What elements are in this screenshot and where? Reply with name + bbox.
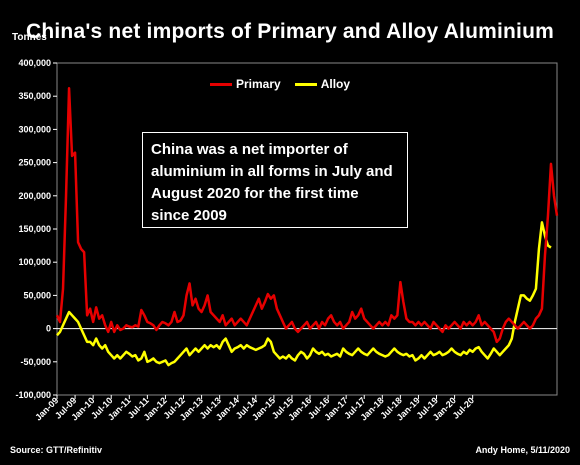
legend-item-alloy: Alloy: [294, 77, 351, 91]
y-tick-label: 250,000: [18, 158, 51, 168]
legend-label-primary: Primary: [236, 77, 281, 91]
legend-swatch-alloy: [294, 82, 317, 86]
x-axis: Jan-09Jul-09Jan-10Jul-10Jan-11Jul-11Jan-…: [33, 395, 476, 423]
y-tick-label: 150,000: [18, 224, 51, 234]
series-line-alloy: [56, 221, 552, 367]
y-tick-label: 100,000: [18, 257, 51, 267]
legend: Primary Alloy: [210, 77, 364, 91]
chart-title: China's net imports of Primary and Alloy…: [25, 20, 554, 43]
y-tick-label: -100,000: [15, 390, 51, 400]
plot-frame: [56, 62, 558, 396]
legend-swatch-primary: [210, 82, 232, 86]
legend-item-primary: Primary: [210, 77, 281, 91]
y-tick-label: 400,000: [18, 58, 51, 68]
y-tick-label: 350,000: [18, 91, 51, 101]
y-axis-unit-label: Tonnes: [12, 32, 47, 43]
series-line-primary: [55, 86, 559, 344]
gridlines: [56, 62, 558, 396]
y-tick-label: 200,000: [18, 191, 51, 201]
y-tick-label: -50,000: [20, 357, 51, 367]
annotation-box: China was a net importer of aluminium in…: [142, 132, 408, 228]
y-tick-label: 0: [46, 324, 51, 334]
legend-label-alloy: Alloy: [320, 77, 351, 91]
y-tick-label: 50,000: [23, 290, 51, 300]
y-axis: 400,000 350,000 300,000 250,000 200,000 150,0…: [15, 58, 57, 400]
credit-note: Andy Home, 5/11/2020: [475, 445, 570, 455]
series-group: [55, 86, 559, 367]
source-note: Source: GTT/Refinitiv: [10, 445, 103, 455]
y-tick-label: 300,000: [18, 124, 51, 134]
